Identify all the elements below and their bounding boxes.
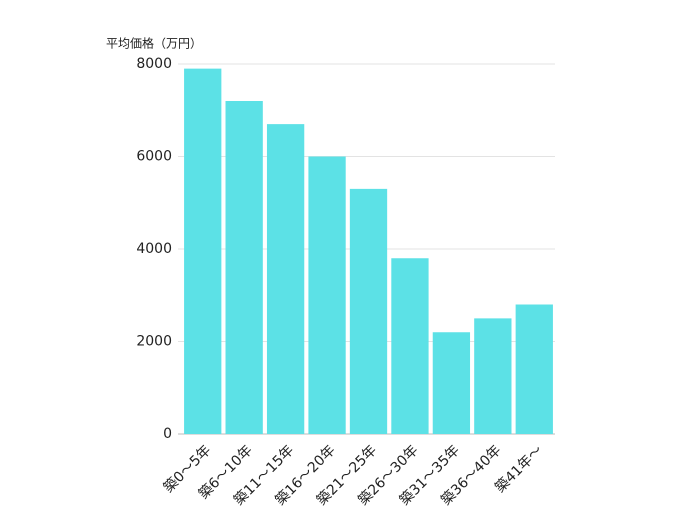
bar [266,124,305,434]
bar [391,258,429,434]
bar [474,318,512,434]
bar [225,101,263,434]
y-axis-label: 平均価格（万円） [106,36,202,51]
bar [308,156,346,434]
y-tick-label: 4000 [136,241,172,257]
bar [515,304,553,434]
y-tick-label: 6000 [136,149,172,165]
y-tick-label: 0 [163,426,172,442]
y-tick-label: 2000 [136,334,172,350]
bar [349,188,388,434]
y-tick-label: 8000 [136,56,172,72]
bar [184,68,222,434]
bar [432,332,471,434]
